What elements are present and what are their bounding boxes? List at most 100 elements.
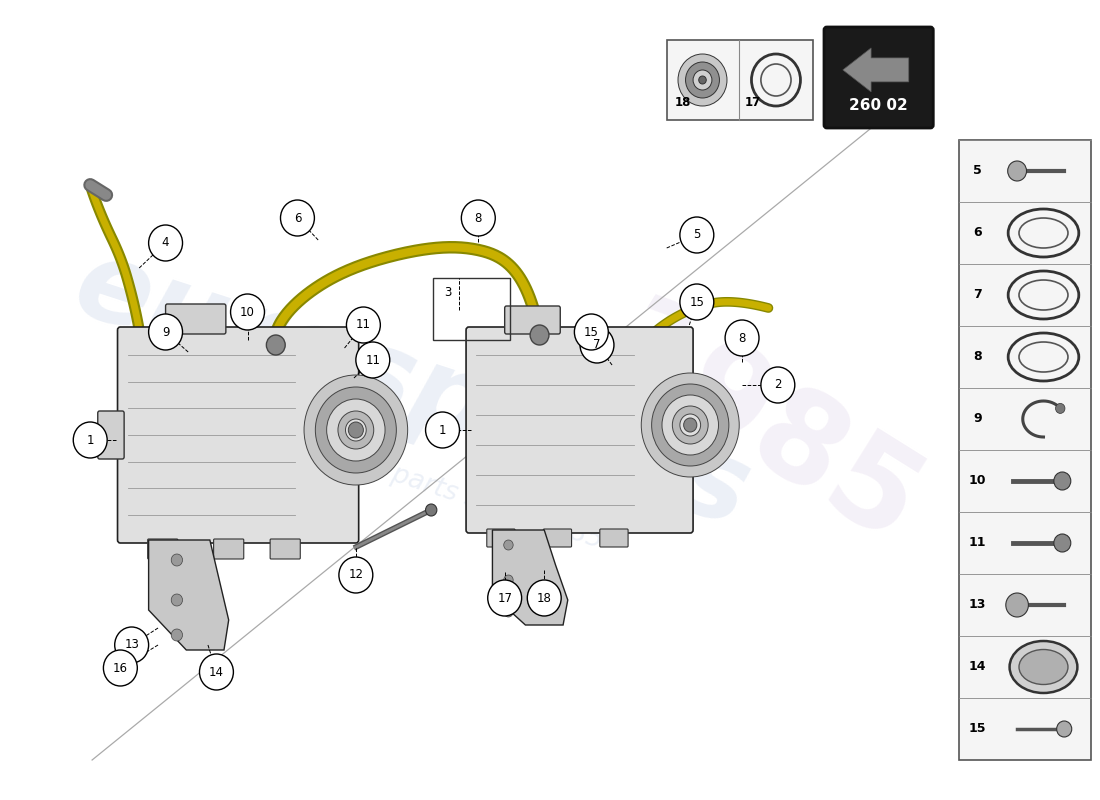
- Text: 15: 15: [584, 326, 598, 338]
- Text: 8: 8: [474, 211, 482, 225]
- Circle shape: [103, 650, 138, 686]
- Text: 9: 9: [974, 413, 982, 426]
- FancyBboxPatch shape: [600, 529, 628, 547]
- Circle shape: [680, 284, 714, 320]
- Text: 14: 14: [969, 661, 987, 674]
- Text: 11: 11: [365, 354, 381, 366]
- Circle shape: [527, 580, 561, 616]
- FancyBboxPatch shape: [271, 539, 300, 559]
- Circle shape: [574, 314, 608, 350]
- FancyBboxPatch shape: [118, 327, 359, 543]
- Text: 8: 8: [738, 331, 746, 345]
- Circle shape: [426, 504, 437, 516]
- FancyBboxPatch shape: [543, 529, 572, 547]
- Text: 2: 2: [774, 378, 782, 391]
- Circle shape: [530, 325, 549, 345]
- FancyBboxPatch shape: [166, 304, 226, 334]
- Text: 3: 3: [444, 286, 452, 298]
- Text: 16: 16: [113, 662, 128, 674]
- FancyBboxPatch shape: [487, 529, 515, 547]
- FancyBboxPatch shape: [98, 411, 124, 459]
- Circle shape: [1005, 593, 1028, 617]
- Circle shape: [1054, 472, 1070, 490]
- Polygon shape: [148, 540, 229, 650]
- Circle shape: [114, 627, 148, 663]
- Text: 1985: 1985: [581, 286, 940, 574]
- Text: 17: 17: [745, 96, 761, 109]
- Circle shape: [304, 375, 408, 485]
- FancyBboxPatch shape: [147, 539, 178, 559]
- Circle shape: [339, 557, 373, 593]
- Text: 18: 18: [674, 96, 691, 109]
- Text: 15: 15: [690, 295, 704, 309]
- Circle shape: [680, 414, 701, 436]
- Text: 17: 17: [497, 591, 513, 605]
- Circle shape: [346, 307, 381, 343]
- Text: 5: 5: [974, 165, 982, 178]
- Polygon shape: [493, 530, 568, 625]
- FancyBboxPatch shape: [505, 306, 560, 334]
- Text: eurospares: eurospares: [62, 230, 763, 550]
- Circle shape: [684, 418, 696, 432]
- Circle shape: [1056, 403, 1065, 414]
- Text: 8: 8: [974, 350, 982, 363]
- Circle shape: [504, 575, 514, 585]
- Circle shape: [327, 399, 385, 461]
- Circle shape: [651, 384, 729, 466]
- Text: 18: 18: [537, 591, 552, 605]
- Circle shape: [148, 314, 183, 350]
- Text: a passion for parts since 1985: a passion for parts since 1985: [219, 406, 606, 554]
- Circle shape: [338, 411, 374, 449]
- FancyBboxPatch shape: [213, 539, 244, 559]
- Circle shape: [172, 594, 183, 606]
- Circle shape: [693, 70, 712, 90]
- Circle shape: [580, 327, 614, 363]
- Text: 14: 14: [209, 666, 224, 678]
- Circle shape: [231, 294, 264, 330]
- Circle shape: [1054, 534, 1070, 552]
- Ellipse shape: [1019, 650, 1068, 685]
- Text: 260 02: 260 02: [849, 98, 908, 114]
- Circle shape: [74, 422, 107, 458]
- Circle shape: [266, 335, 285, 355]
- Circle shape: [172, 629, 183, 641]
- Polygon shape: [843, 48, 909, 92]
- Circle shape: [426, 412, 460, 448]
- Circle shape: [698, 76, 706, 84]
- Circle shape: [355, 342, 389, 378]
- Text: 4: 4: [162, 237, 169, 250]
- Circle shape: [1057, 721, 1071, 737]
- Circle shape: [504, 540, 514, 550]
- FancyBboxPatch shape: [959, 140, 1090, 760]
- Circle shape: [461, 200, 495, 236]
- Circle shape: [1008, 161, 1026, 181]
- Text: 6: 6: [974, 226, 982, 239]
- FancyBboxPatch shape: [466, 327, 693, 533]
- Circle shape: [725, 320, 759, 356]
- Text: 9: 9: [162, 326, 169, 338]
- FancyBboxPatch shape: [824, 27, 933, 128]
- Circle shape: [662, 395, 718, 455]
- FancyBboxPatch shape: [667, 40, 813, 120]
- Circle shape: [148, 225, 183, 261]
- Circle shape: [685, 62, 719, 98]
- Text: 12: 12: [349, 569, 363, 582]
- Circle shape: [199, 654, 233, 690]
- Circle shape: [761, 367, 795, 403]
- Text: 1: 1: [439, 423, 447, 437]
- Circle shape: [678, 54, 727, 106]
- Text: 7: 7: [593, 338, 601, 351]
- Circle shape: [487, 580, 521, 616]
- Text: 10: 10: [240, 306, 255, 318]
- Circle shape: [504, 607, 514, 617]
- Text: 15: 15: [969, 722, 987, 735]
- Circle shape: [680, 217, 714, 253]
- Text: 7: 7: [974, 289, 982, 302]
- Text: 6: 6: [294, 211, 301, 225]
- Text: 10: 10: [969, 474, 987, 487]
- Circle shape: [280, 200, 315, 236]
- Bar: [433, 278, 510, 340]
- Circle shape: [672, 406, 708, 444]
- Ellipse shape: [1010, 641, 1077, 693]
- Text: 11: 11: [356, 318, 371, 331]
